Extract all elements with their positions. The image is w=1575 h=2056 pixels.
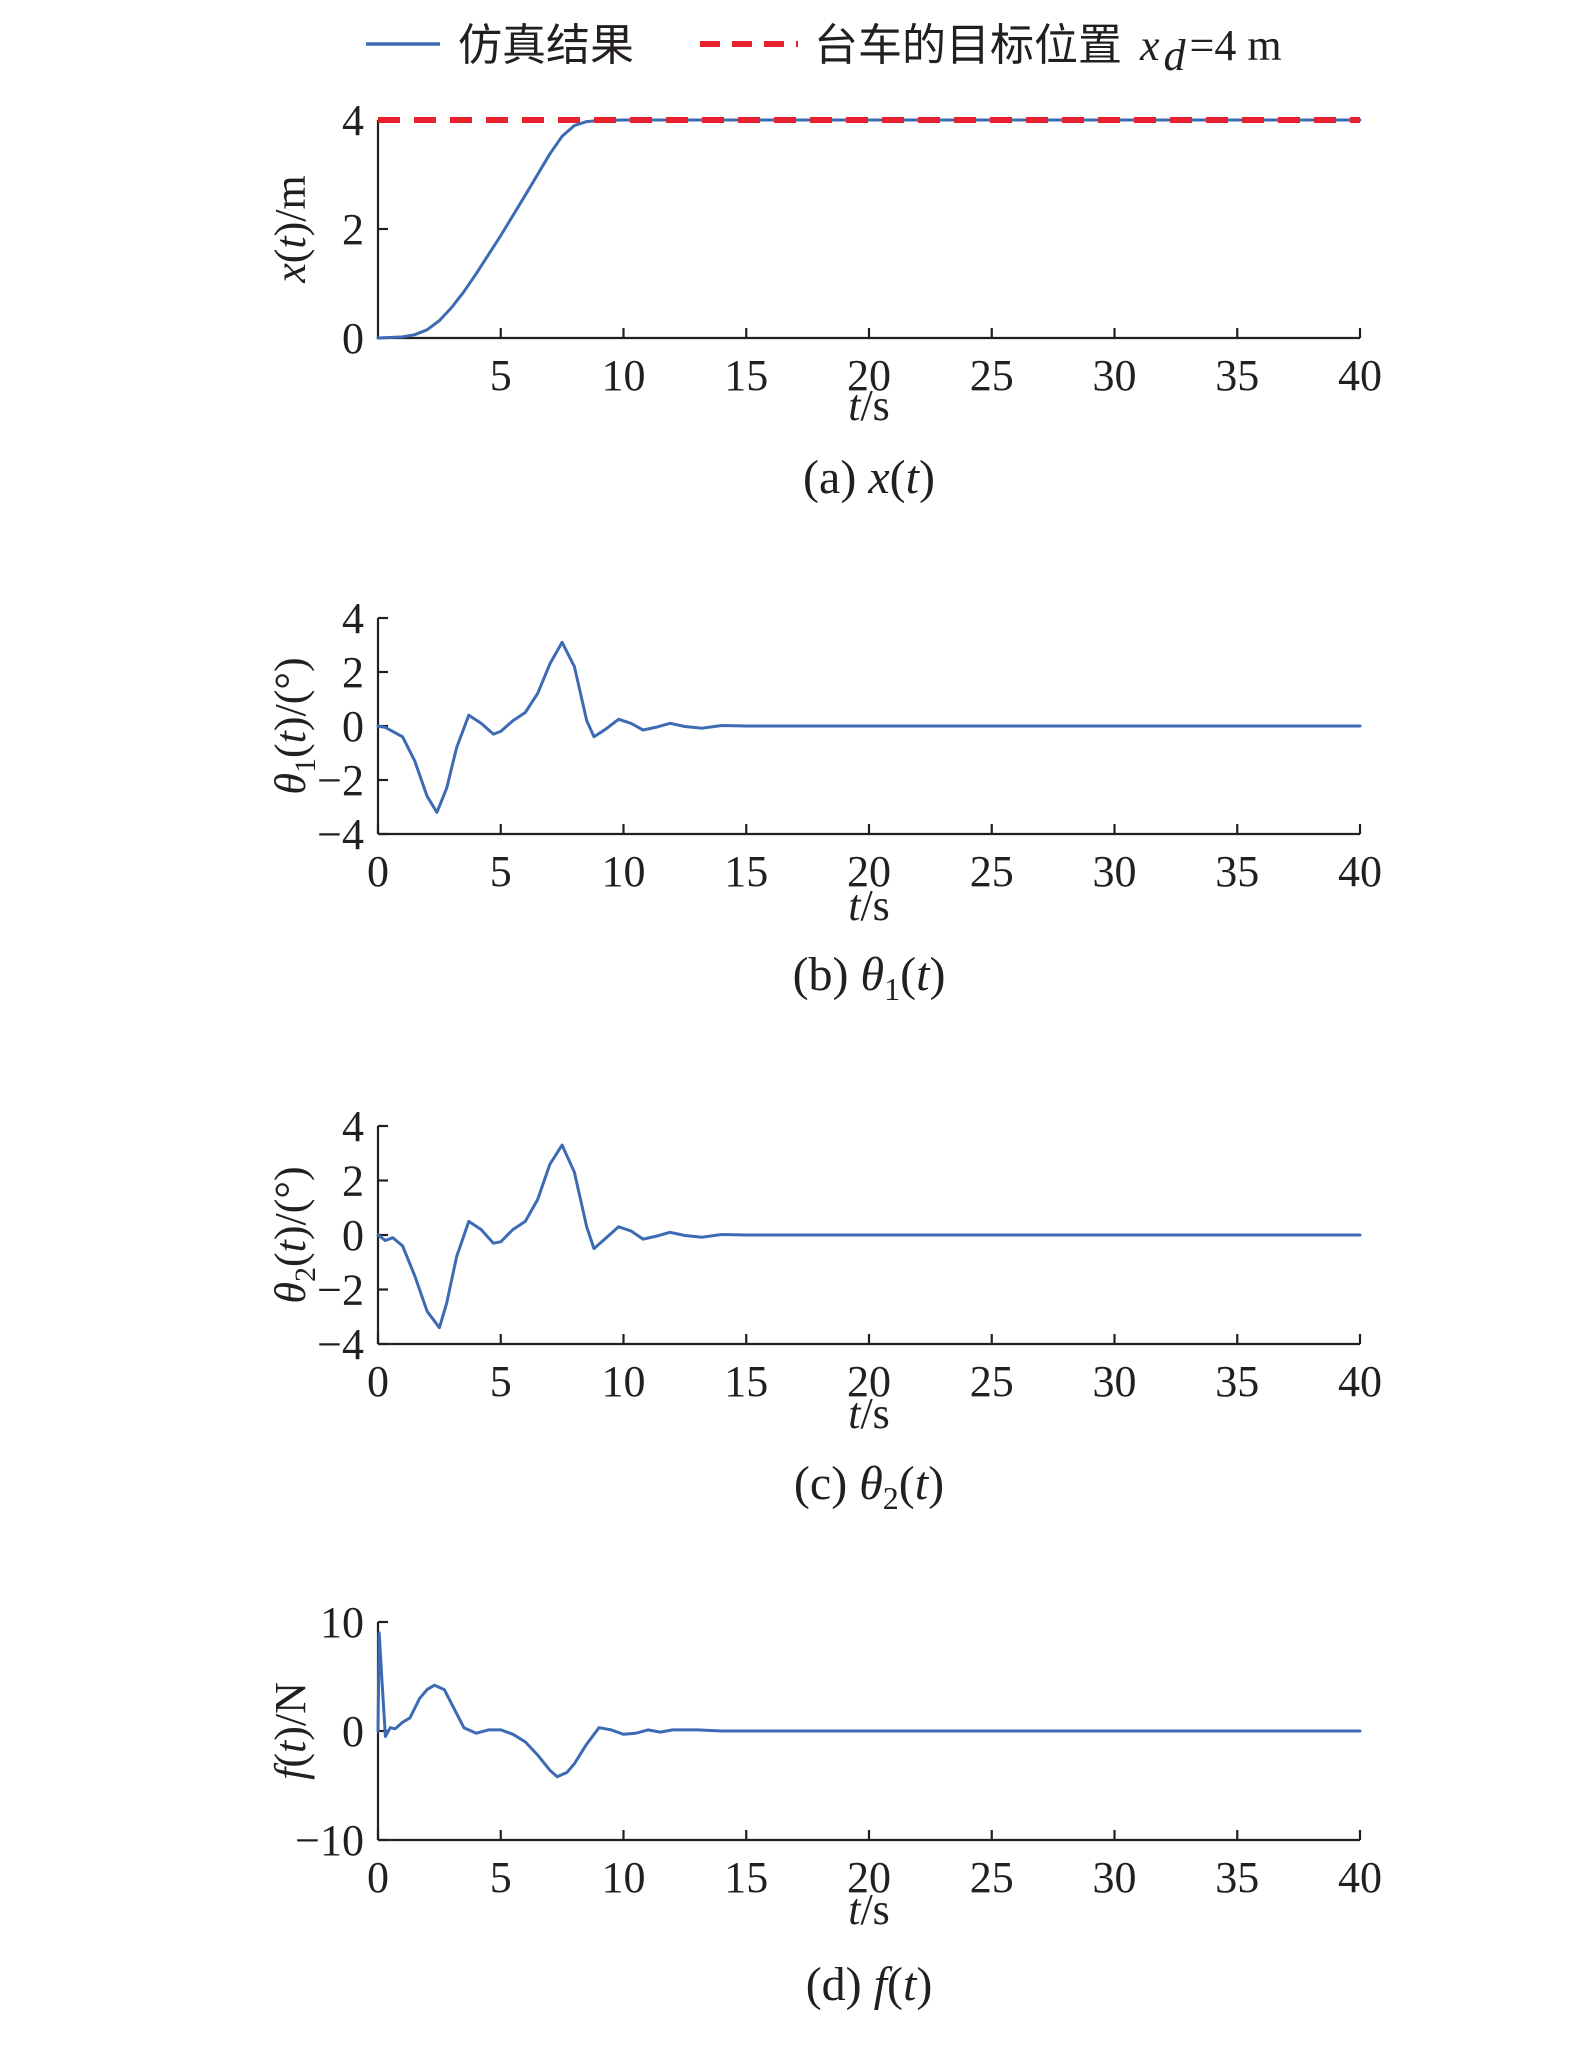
x-tick-label-a-20: 20 <box>847 351 891 400</box>
x-tick-label-a-40: 40 <box>1338 351 1382 400</box>
x-tick-label-c-35: 35 <box>1215 1357 1259 1406</box>
x-tick-label-b-35: 35 <box>1215 847 1259 896</box>
y-tick-label-a-0: 0 <box>342 314 364 363</box>
simulation-line-d <box>376 1631 1362 1779</box>
x-tick-label-d-40: 40 <box>1338 1853 1382 1902</box>
y-tick-label-d-10: 10 <box>320 1598 364 1647</box>
y-tick-label-c--2: −2 <box>317 1266 364 1315</box>
x-axis-label-a: t/s <box>848 381 890 430</box>
x-tick-label-d-25: 25 <box>970 1853 1014 1902</box>
x-tick-label-a-10: 10 <box>602 351 646 400</box>
legend-target-text: 台车的目标位置 x d =4 m <box>814 20 1282 80</box>
y-tick-label-b-0: 0 <box>342 702 364 751</box>
x-tick-label-b-30: 30 <box>1093 847 1137 896</box>
y-axis-label-b: θ1(t)/(°) <box>266 657 322 794</box>
caption-a: (a) x(t) <box>803 451 935 504</box>
simulation-line-b <box>376 640 1362 814</box>
simulation-line-a <box>376 118 1362 340</box>
x-tick-label-b-25: 25 <box>970 847 1014 896</box>
y-tick-label-b-4: 4 <box>342 594 364 643</box>
y-tick-label-c-4: 4 <box>342 1102 364 1151</box>
y-tick-label-d--10: −10 <box>295 1816 364 1865</box>
x-tick-label-b-5: 5 <box>490 847 512 896</box>
x-tick-label-a-30: 30 <box>1093 351 1137 400</box>
x-tick-label-c-5: 5 <box>490 1357 512 1406</box>
y-tick-label-c-0: 0 <box>342 1211 364 1260</box>
y-tick-label-a-2: 2 <box>342 205 364 254</box>
legend-target-value: =4 m <box>1190 21 1282 70</box>
y-tick-label-d-0: 0 <box>342 1707 364 1756</box>
x-tick-label-c-25: 25 <box>970 1357 1014 1406</box>
x-tick-label-c-30: 30 <box>1093 1357 1137 1406</box>
x-tick-label-a-15: 15 <box>724 351 768 400</box>
x-tick-label-c-40: 40 <box>1338 1357 1382 1406</box>
simulation-line-c <box>376 1143 1362 1330</box>
legend-target-subscript: d <box>1164 31 1187 80</box>
caption-c: (c) θ2(t) <box>794 1457 944 1516</box>
x-tick-label-a-35: 35 <box>1215 351 1259 400</box>
x-tick-label-d-10: 10 <box>602 1853 646 1902</box>
x-tick-label-d-35: 35 <box>1215 1853 1259 1902</box>
y-tick-label-c--4: −4 <box>317 1320 364 1369</box>
y-tick-label-b-2: 2 <box>342 648 364 697</box>
x-tick-label-a-25: 25 <box>970 351 1014 400</box>
y-axis-label-a: x(t)/m <box>266 175 315 284</box>
y-tick-label-c-2: 2 <box>342 1157 364 1206</box>
x-tick-label-b-0: 0 <box>367 847 389 896</box>
y-tick-label-a-4: 4 <box>342 96 364 145</box>
x-tick-label-c-15: 15 <box>724 1357 768 1406</box>
legend-target-label: 台车的目标位置 <box>814 20 1122 71</box>
legend-sim-label: 仿真结果 <box>458 20 634 71</box>
x-tick-label-b-15: 15 <box>724 847 768 896</box>
x-tick-label-d-30: 30 <box>1093 1853 1137 1902</box>
x-tick-label-d-5: 5 <box>490 1853 512 1902</box>
legend-target-symbol: x <box>1139 21 1160 70</box>
y-tick-label-b--4: −4 <box>317 810 364 859</box>
caption-b: (b) θ1(t) <box>793 948 946 1007</box>
x-tick-label-c-0: 0 <box>367 1357 389 1406</box>
panel-a: 5 10 15 20 25 30 35 40 0 2 4 t/s x(t)/m (a) x(t) <box>266 96 1382 504</box>
x-axis-label-d: t/s <box>848 1885 890 1934</box>
y-tick-label-b--2: −2 <box>317 756 364 805</box>
x-tick-label-a-5: 5 <box>490 351 512 400</box>
x-axis-label-b: t/s <box>848 881 890 930</box>
legend: 仿真结果 台车的目标位置 x d =4 m <box>366 20 1282 80</box>
x-tick-label-d-0: 0 <box>367 1853 389 1902</box>
caption-d: (d) f(t) <box>806 1958 933 2011</box>
x-tick-label-c-10: 10 <box>602 1357 646 1406</box>
y-axis-label-c: θ2(t)/(°) <box>266 1166 322 1303</box>
x-tick-label-c-20: 20 <box>847 1357 891 1406</box>
y-axis-label-d: f(t)/N <box>266 1682 315 1780</box>
x-tick-label-b-20: 20 <box>847 847 891 896</box>
x-tick-label-d-20: 20 <box>847 1853 891 1902</box>
x-tick-label-b-10: 10 <box>602 847 646 896</box>
x-axis-label-c: t/s <box>848 1389 890 1438</box>
x-tick-label-b-40: 40 <box>1338 847 1382 896</box>
x-tick-label-d-15: 15 <box>724 1853 768 1902</box>
